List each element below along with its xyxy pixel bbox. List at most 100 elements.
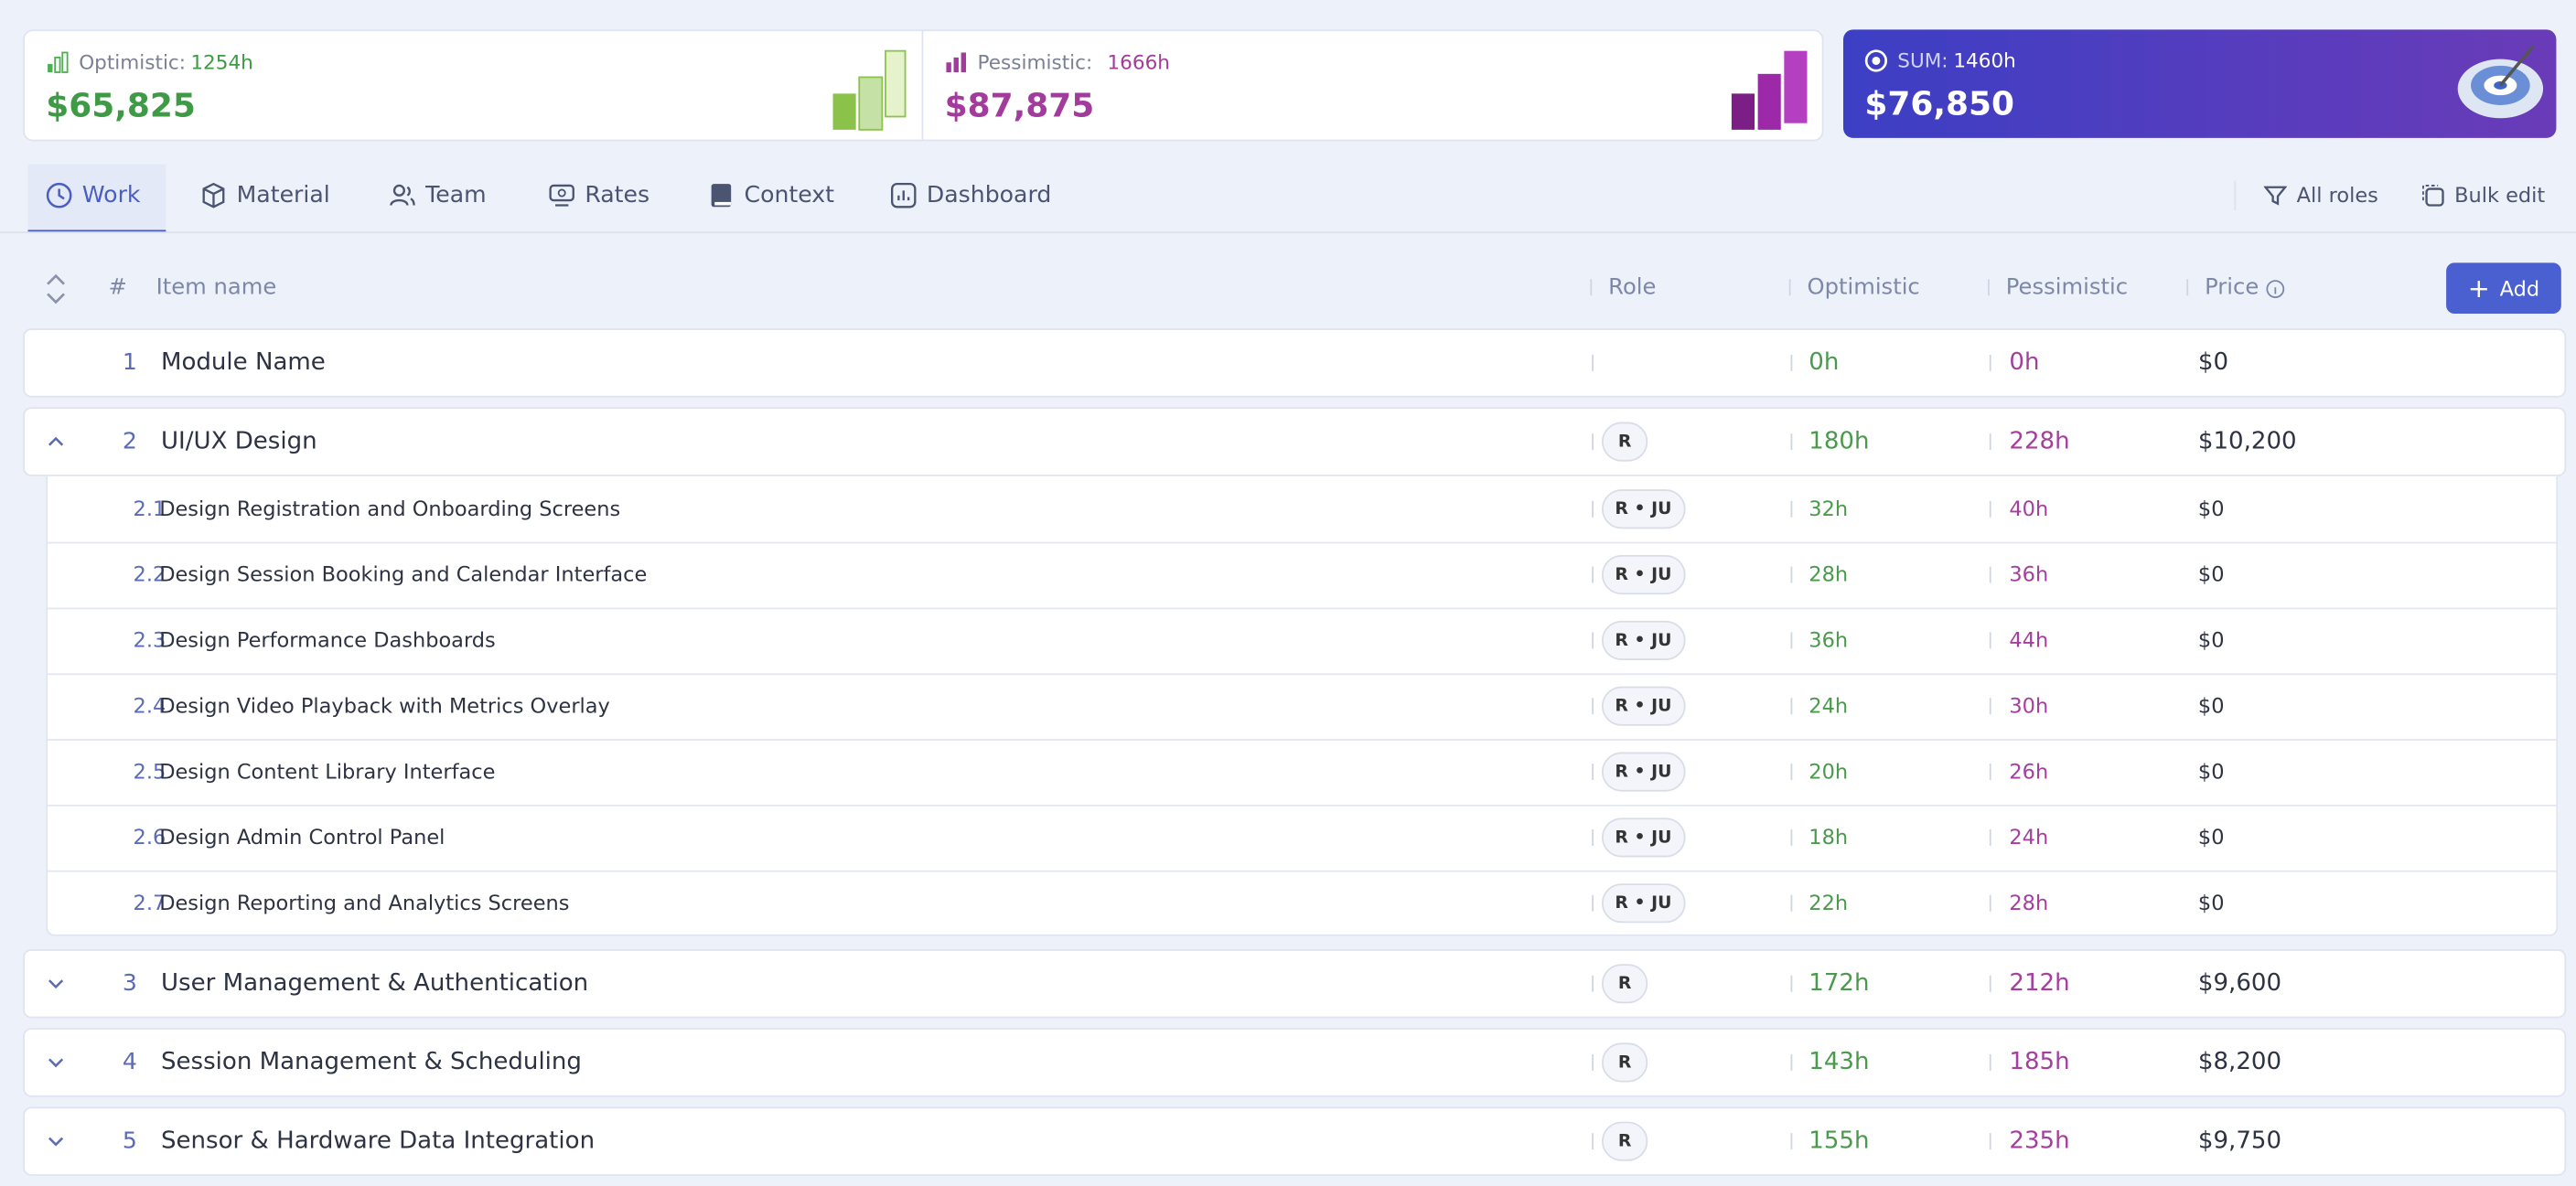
price: $0 xyxy=(2197,627,2225,652)
divider xyxy=(2234,180,2237,210)
price: $8,200 xyxy=(2197,1049,2282,1076)
row-number: 4 xyxy=(122,1049,137,1076)
col-divider xyxy=(1989,764,1991,781)
row-number: 2.6 xyxy=(133,824,166,849)
tab[interactable]: Material xyxy=(200,179,330,212)
col-divider xyxy=(1592,1133,1594,1150)
optimistic-card: Optimistic: 1254h $65,825 xyxy=(23,29,926,142)
optimistic: 24h xyxy=(1809,692,1849,718)
col-divider xyxy=(1989,632,1991,649)
tab[interactable]: Work xyxy=(46,179,140,212)
row-name: Session Management & Scheduling xyxy=(160,1049,582,1076)
tab-icon xyxy=(711,184,732,208)
module-row[interactable]: 3 User Management & Authentication R 172h 21… xyxy=(23,949,2567,1019)
optimistic: 20h xyxy=(1809,758,1849,784)
col-divider xyxy=(1989,500,1991,518)
row-name: User Management & Authentication xyxy=(160,970,589,998)
pessimistic: 0h xyxy=(2009,349,2040,377)
col-divider xyxy=(1989,566,1991,583)
pessimistic: 185h xyxy=(2009,1049,2070,1076)
row-number: 2.2 xyxy=(133,561,166,587)
col-divider xyxy=(1989,354,1991,371)
row-name: Design Performance Dashboards xyxy=(159,627,496,652)
chevron[interactable] xyxy=(46,1052,66,1073)
price: $0 xyxy=(2197,349,2229,377)
row-number: 5 xyxy=(122,1127,137,1155)
col-divider xyxy=(1592,566,1594,583)
col-divider xyxy=(1592,764,1594,781)
price: $0 xyxy=(2197,758,2225,784)
action[interactable]: All roles xyxy=(2263,179,2378,212)
col-divider xyxy=(1790,433,1793,451)
row-number: 2.3 xyxy=(133,627,166,652)
role-badge: R xyxy=(1602,1121,1648,1161)
label: Optimistic: xyxy=(79,50,187,74)
child-row[interactable]: 2.1 Design Registration and Onboarding Sc… xyxy=(48,476,2557,544)
row-name: Sensor & Hardware Data Integration xyxy=(160,1127,596,1155)
pessimistic: 28h xyxy=(2009,890,2049,915)
sort-icon[interactable] xyxy=(44,272,67,305)
tab[interactable]: Team xyxy=(390,179,487,212)
illustration xyxy=(832,49,907,131)
optimistic: 155h xyxy=(1809,1127,1870,1155)
col-divider xyxy=(1988,279,1990,296)
col-divider xyxy=(1989,828,1991,846)
tab[interactable]: Context xyxy=(708,179,834,212)
module-row[interactable]: 1 Module Name 0h 0h $0 xyxy=(23,328,2567,398)
action[interactable]: Bulk edit xyxy=(2421,179,2545,212)
child-group: 2.1 Design Registration and Onboarding Sc… xyxy=(46,475,2559,936)
add-button[interactable]: + Add xyxy=(2446,262,2561,315)
col-divider xyxy=(1788,279,1791,296)
pessimistic: 40h xyxy=(2009,496,2049,521)
row-name: UI/UX Design xyxy=(160,428,317,455)
role-badge: R • JU xyxy=(1602,883,1685,924)
col-divider xyxy=(1592,632,1594,649)
row-name: Design Video Playback with Metrics Overl… xyxy=(159,692,610,718)
row-name: Module Name xyxy=(160,349,326,377)
col-divider xyxy=(1592,975,1594,992)
role-badge: R • JU xyxy=(1602,620,1685,660)
child-row[interactable]: 2.6 Design Admin Control Panel R • JU 18h 24… xyxy=(48,805,2557,872)
optimistic: 22h xyxy=(1809,890,1849,915)
role-badge: R • JU xyxy=(1602,489,1685,529)
price: $9,750 xyxy=(2197,1127,2282,1155)
col-divider xyxy=(1592,433,1594,451)
row-name: Design Reporting and Analytics Screens xyxy=(159,890,570,915)
pessimistic: 24h xyxy=(2009,824,2049,849)
optimistic: 32h xyxy=(1809,496,1849,521)
module-row[interactable]: 5 Sensor & Hardware Data Integration R 155h… xyxy=(23,1106,2567,1176)
label: SUM: xyxy=(1897,48,1948,73)
pessimistic: 228h xyxy=(2009,428,2070,455)
tab[interactable]: Dashboard xyxy=(890,179,1051,212)
amount: $87,875 xyxy=(944,85,1095,125)
module-row[interactable]: 2 UI/UX Design R 180h 228h $10,200 xyxy=(23,407,2567,476)
chevron[interactable] xyxy=(46,432,66,452)
hours: 1460h xyxy=(1953,48,2016,73)
row-number: 2.5 xyxy=(133,758,166,784)
col-divider xyxy=(1790,354,1793,371)
hours: 1666h xyxy=(1107,50,1170,74)
child-row[interactable]: 2.3 Design Performance Dashboards R • JU 36… xyxy=(48,607,2557,676)
child-row[interactable]: 2.5 Design Content Library Interface R • J… xyxy=(48,739,2557,807)
chevron[interactable] xyxy=(46,1131,66,1151)
child-row[interactable]: 2.7 Design Reporting and Analytics Screen… xyxy=(48,871,2556,936)
tab-icon xyxy=(891,182,917,208)
row-name: Design Admin Control Panel xyxy=(159,824,445,849)
col-divider xyxy=(1592,354,1594,371)
chevron[interactable] xyxy=(46,974,66,994)
sum-card: SUM: 1460h $76,850 xyxy=(1842,29,2557,138)
col-divider xyxy=(1790,698,1793,715)
tab[interactable]: Rates xyxy=(549,179,649,212)
col-divider xyxy=(1989,1133,1991,1150)
pessimistic: 30h xyxy=(2009,692,2049,718)
role-badge: R xyxy=(1602,422,1648,462)
child-row[interactable]: 2.4 Design Video Playback with Metrics Ov… xyxy=(48,673,2557,741)
col-divider xyxy=(1790,1053,1793,1071)
module-row[interactable]: 4 Session Management & Scheduling R 143h 185… xyxy=(23,1028,2567,1097)
col-divider xyxy=(1790,1133,1793,1150)
child-row[interactable]: 2.2 Design Session Booking and Calendar I… xyxy=(48,542,2557,610)
action-label: Bulk edit xyxy=(2454,182,2546,208)
tab-icon xyxy=(46,182,72,208)
price: $9,600 xyxy=(2197,970,2282,998)
